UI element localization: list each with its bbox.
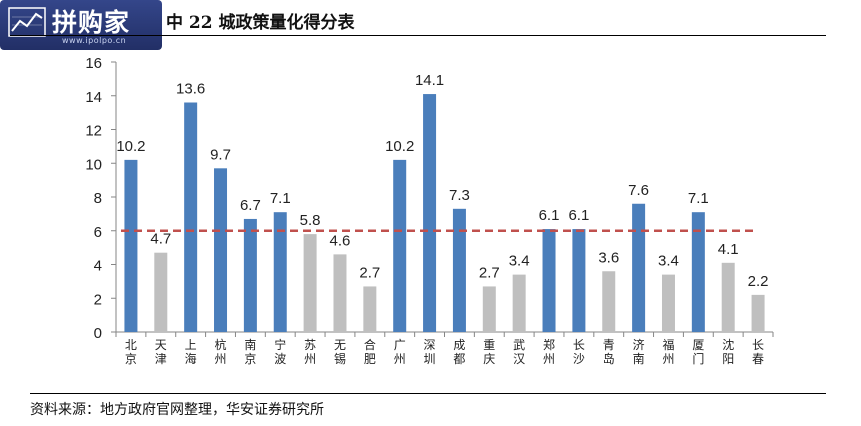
y-tick-label: 12: [85, 123, 102, 140]
category-label: 长沙: [573, 338, 585, 366]
category-label: 苏州: [304, 338, 316, 366]
y-tick-label: 6: [94, 224, 102, 241]
bar: [333, 254, 347, 332]
category-label: 成都: [453, 338, 465, 366]
category-label: 厦门: [692, 338, 704, 366]
bar: [423, 94, 437, 332]
category-label: 广州: [394, 338, 406, 366]
data-label: 4.6: [330, 232, 351, 249]
y-tick-label: 10: [85, 156, 102, 173]
category-label: 重庆: [483, 338, 495, 366]
bar: [393, 159, 407, 332]
category-label: 上海: [185, 338, 197, 366]
y-tick-label: 4: [94, 258, 102, 275]
data-label: 3.4: [658, 253, 679, 270]
source-note: 资料来源：地方政府官网整理，华安证券研究所: [30, 402, 324, 418]
bar: [363, 286, 377, 332]
data-label: 4.1: [718, 241, 739, 258]
bar: [632, 203, 646, 332]
data-label: 4.7: [150, 231, 171, 248]
chart-title: 中 22 城政策量化得分表: [166, 13, 355, 33]
bar: [184, 102, 198, 332]
bottom-divider: [30, 393, 826, 394]
data-label: 3.4: [509, 253, 530, 270]
data-label: 6.1: [539, 207, 560, 224]
category-label: 武汉: [513, 338, 525, 366]
category-label: 郑州: [543, 337, 555, 366]
category-label: 沈阳: [722, 337, 734, 366]
bar: [661, 274, 675, 332]
category-label: 天津: [155, 338, 167, 366]
data-label: 7.1: [270, 190, 291, 207]
bar: [691, 212, 705, 332]
bar: [602, 271, 616, 332]
category-label: 宁波: [274, 337, 286, 366]
category-label: 合肥: [364, 337, 376, 366]
bar: [512, 274, 526, 332]
data-label: 2.7: [359, 264, 380, 281]
data-label: 14.1: [415, 72, 444, 89]
data-label: 9.7: [210, 146, 231, 163]
data-label: 6.1: [568, 207, 589, 224]
chart-logo-icon: [8, 7, 46, 37]
category-label: 深圳: [424, 338, 436, 366]
top-divider: [10, 35, 826, 36]
y-tick-label: 0: [94, 325, 102, 342]
bar: [452, 208, 466, 332]
bar: [751, 294, 765, 332]
watermark-logo: 拼购家 www.ipolpo.cn: [0, 0, 162, 50]
category-label: 青岛: [603, 338, 615, 366]
bar: [482, 286, 496, 332]
category-label: 北京: [125, 338, 137, 366]
bar: [572, 229, 586, 332]
data-label: 13.6: [176, 81, 205, 98]
data-label: 10.2: [385, 138, 414, 155]
bar: [303, 234, 317, 332]
data-label: 6.7: [240, 197, 261, 214]
category-label: 无锡: [334, 338, 346, 366]
bar: [542, 229, 556, 332]
y-tick-label: 2: [94, 291, 102, 308]
data-label: 2.7: [479, 264, 500, 281]
bar: [124, 159, 138, 332]
category-label: 济南: [633, 337, 645, 366]
bar: [273, 212, 287, 332]
bar: [721, 262, 735, 332]
category-label: 福州: [662, 337, 674, 366]
data-label: 10.2: [116, 138, 145, 155]
data-label: 5.8: [300, 212, 321, 229]
bar: [154, 252, 168, 332]
logo-site-text: www.ipolpo.cn: [62, 36, 127, 45]
category-label: 南京: [244, 337, 256, 366]
bar: [214, 168, 228, 332]
data-label: 7.1: [688, 190, 709, 207]
y-tick-label: 14: [85, 89, 102, 106]
data-label: 2.2: [748, 273, 769, 290]
category-label: 长春: [752, 338, 764, 366]
bar: [243, 218, 257, 332]
y-tick-label: 16: [85, 55, 102, 72]
data-label: 7.6: [628, 182, 649, 199]
data-label: 7.3: [449, 187, 470, 204]
logo-brand-text: 拼购家: [52, 8, 131, 37]
data-label: 3.6: [598, 249, 619, 266]
category-label: 杭州: [215, 337, 227, 366]
y-tick-label: 8: [94, 190, 102, 207]
